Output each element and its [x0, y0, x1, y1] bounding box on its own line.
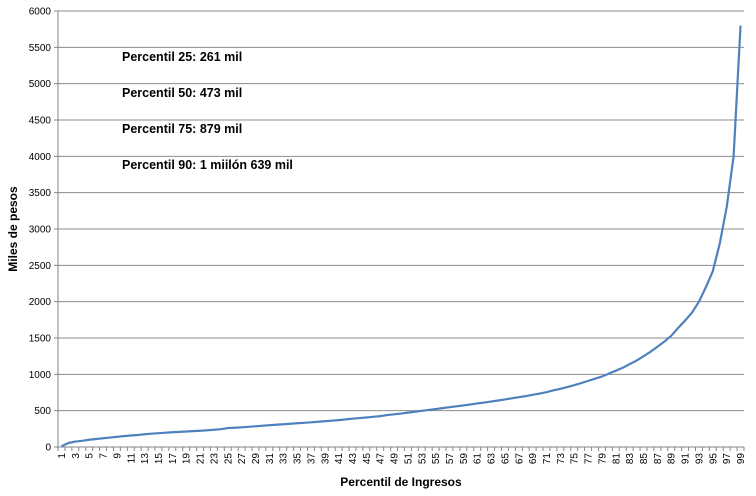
x-tick-label-39: 79: [597, 453, 608, 465]
x-tick-label-20: 41: [334, 453, 345, 465]
x-tick-label-45: 91: [681, 453, 692, 465]
x-tick-label-12: 25: [223, 453, 234, 465]
x-tick-label-0: 1: [57, 453, 68, 459]
x-tick-label-26: 53: [417, 453, 428, 465]
y-tick-label-12: 6000: [29, 7, 52, 18]
x-tick-label-29: 59: [459, 453, 470, 465]
series-line: [60, 25, 742, 448]
x-tick-label-25: 51: [403, 453, 414, 465]
x-tick-label-24: 49: [390, 453, 401, 465]
x-tick-label-11: 23: [209, 453, 220, 465]
x-tick-label-31: 63: [487, 453, 498, 465]
x-tick-label-49: 99: [736, 453, 747, 465]
annotation-1: Percentil 25: 261 mil: [122, 50, 242, 64]
x-tick-label-37: 75: [570, 453, 581, 465]
x-tick-label-18: 37: [306, 453, 317, 465]
y-tick-label-1: 500: [34, 406, 51, 417]
x-axis-label: Percentil de Ingresos: [340, 475, 462, 489]
gridlines: [58, 10, 744, 412]
x-tick-label-4: 9: [112, 453, 123, 459]
y-tick-label-0: 0: [45, 443, 51, 454]
x-tick-label-16: 33: [279, 453, 290, 465]
x-tick-label-47: 95: [708, 453, 719, 465]
x-tick-label-10: 21: [196, 453, 207, 465]
annotations: Percentil 25: 261 mil Percentil 50: 473 m…: [122, 50, 293, 172]
x-tick-label-14: 29: [251, 453, 262, 465]
y-axis-label: Miles de pesos: [6, 186, 20, 272]
x-tick-label-44: 89: [667, 453, 678, 465]
x-tick-label-22: 45: [362, 453, 373, 465]
x-tick-label-23: 47: [376, 453, 387, 465]
x-tick-label-32: 65: [500, 453, 511, 465]
x-tick-label-7: 15: [154, 453, 165, 465]
x-tick-label-43: 87: [653, 453, 664, 465]
x-tick-label-42: 85: [639, 453, 650, 465]
x-tick-label-38: 77: [584, 453, 595, 465]
x-axis-ticks: 1 3 5 7 9 11 13 15 17 19 21 23 25 27 29 31 33 35 37 39 41 43 4…: [57, 447, 747, 464]
y-axis-ticks: 0 500 1000 1500 2000 2500 3000 3500 4000 4500 5000…: [29, 7, 58, 454]
y-tick-label-3: 1500: [29, 334, 52, 345]
y-tick-label-2: 1000: [29, 370, 52, 381]
x-tick-label-28: 57: [445, 453, 456, 465]
y-tick-label-7: 3500: [29, 188, 52, 199]
x-tick-label-48: 97: [722, 453, 733, 465]
x-tick-label-19: 39: [320, 453, 331, 465]
y-tick-label-11: 5500: [29, 43, 52, 54]
x-tick-label-1: 3: [71, 453, 82, 459]
y-tick-label-5: 2500: [29, 261, 52, 272]
y-tick-label-4: 2000: [29, 297, 52, 308]
y-tick-label-6: 3000: [29, 225, 52, 236]
y-tick-label-10: 5000: [29, 79, 52, 90]
annotation-4: Percentil 90: 1 miilón 639 mil: [122, 158, 293, 172]
x-tick-label-9: 19: [182, 453, 193, 465]
x-tick-label-35: 71: [542, 453, 553, 465]
annotation-3: Percentil 75: 879 mil: [122, 122, 242, 136]
x-tick-label-40: 81: [611, 453, 622, 465]
x-tick-label-3: 7: [99, 453, 110, 459]
x-tick-label-2: 5: [85, 453, 96, 459]
annotation-2: Percentil 50: 473 mil: [122, 86, 242, 100]
x-tick-label-5: 11: [126, 453, 137, 464]
x-tick-label-33: 67: [514, 453, 525, 465]
x-tick-label-21: 43: [348, 453, 359, 465]
x-tick-label-41: 83: [625, 453, 636, 465]
x-tick-label-8: 17: [168, 453, 179, 465]
x-tick-label-27: 55: [431, 453, 442, 465]
x-tick-label-15: 31: [265, 453, 276, 465]
x-tick-label-36: 73: [556, 453, 567, 465]
x-tick-label-30: 61: [473, 453, 484, 465]
x-tick-label-34: 69: [528, 453, 539, 465]
axes: [57, 11, 744, 448]
x-tick-label-13: 27: [237, 453, 248, 465]
x-tick-label-6: 13: [140, 453, 151, 465]
y-tick-label-9: 4500: [29, 116, 52, 127]
x-tick-label-46: 93: [694, 453, 705, 465]
x-tick-label-17: 35: [293, 453, 304, 465]
y-tick-label-8: 4000: [29, 152, 52, 163]
